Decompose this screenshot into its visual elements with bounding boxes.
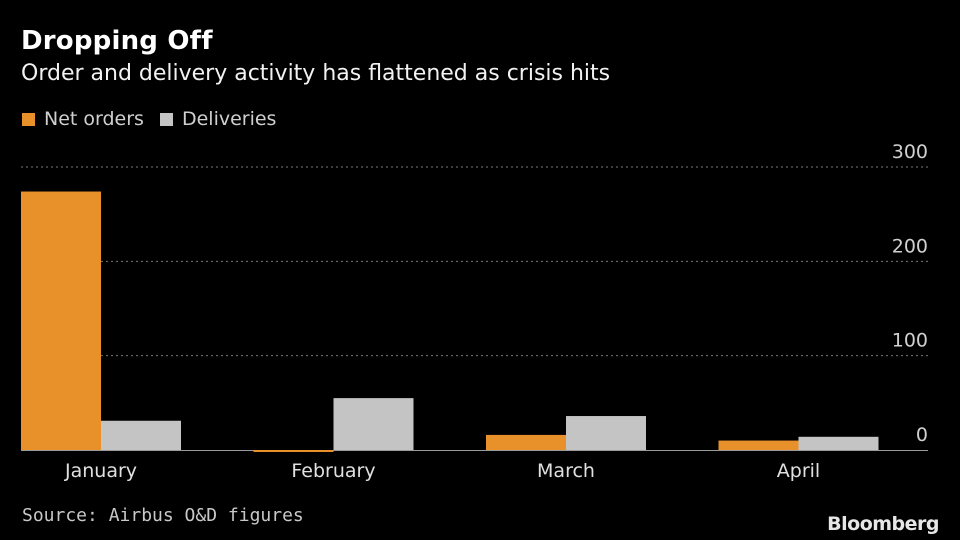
bar-deliveries-april [798,436,879,450]
bar-net-orders-april [718,440,799,450]
y-tick-label: 0 [916,424,928,446]
legend-label-deliveries: Deliveries [181,108,277,130]
y-tick-label: 300 [892,141,928,163]
gridlines [21,166,928,451]
bloomberg-logo: Bloomberg [827,513,939,535]
y-tick-label: 200 [892,235,928,257]
legend-swatch-net-orders [22,112,35,126]
x-category-label: March [537,460,595,482]
legend-label-net-orders: Net orders [44,108,144,130]
x-category-label: January [64,460,137,482]
x-category-label: April [777,460,820,482]
bar-deliveries-february [333,398,414,450]
bar-net-orders-january [21,191,101,450]
bar-net-orders-february [253,450,334,452]
source-note: Source: Airbus O&D figures [22,505,304,526]
legend: Net orders Deliveries [22,108,292,130]
legend-swatch-deliveries [159,112,173,126]
y-tick-label: 100 [892,330,928,352]
bar-deliveries-january [101,420,181,450]
bar-deliveries-march [566,416,646,450]
x-category-labels: January February March April [64,460,820,482]
chart-title: Dropping Off [21,26,213,56]
bar-net-orders-march [486,434,566,450]
legend-item-deliveries: Deliveries [159,108,277,130]
chart-subtitle: Order and delivery activity has flattene… [21,61,611,86]
legend-item-net-orders: Net orders [22,108,144,130]
bars [21,191,879,452]
y-tick-labels: 0 100 200 300 [892,141,928,446]
x-category-label: February [291,460,375,482]
